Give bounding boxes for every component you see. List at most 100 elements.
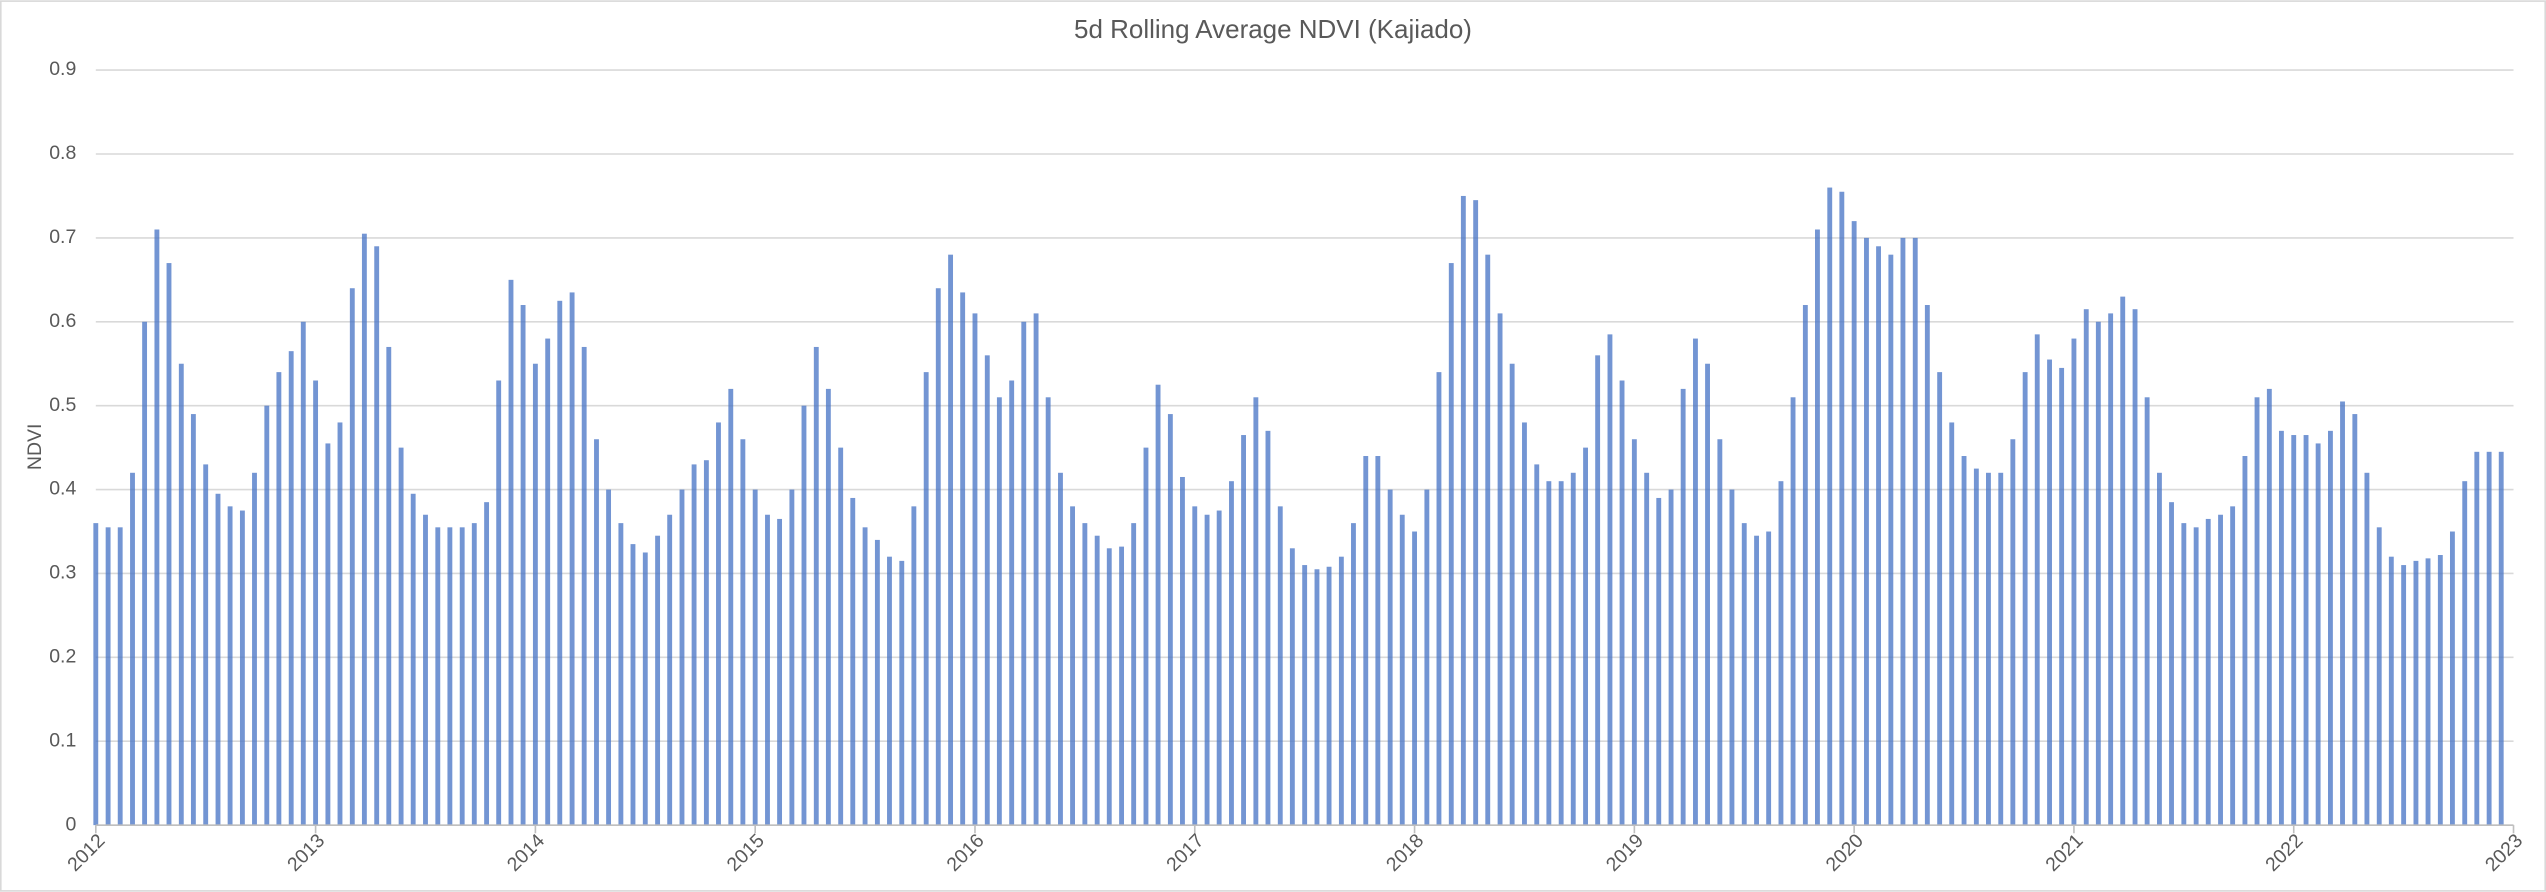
bar xyxy=(2193,527,2199,826)
chart-title: 5d Rolling Average NDVI (Kajiado) xyxy=(1074,14,1472,44)
bar xyxy=(1387,489,1393,826)
bar xyxy=(215,493,221,826)
bar xyxy=(1717,439,1723,826)
bar xyxy=(2315,443,2321,826)
bar xyxy=(2413,560,2419,826)
bar xyxy=(2437,555,2443,826)
bar xyxy=(581,346,587,826)
bar xyxy=(1766,531,1772,826)
bar xyxy=(2059,367,2065,826)
bar xyxy=(2303,435,2309,826)
y-tick-label: 0.1 xyxy=(49,729,76,751)
bar xyxy=(1155,384,1161,826)
bar xyxy=(2388,556,2394,826)
bar xyxy=(508,279,514,826)
bar xyxy=(2120,296,2126,826)
bar xyxy=(2022,372,2028,826)
bar xyxy=(313,380,319,826)
bar xyxy=(1192,506,1198,826)
bar xyxy=(655,535,661,826)
bar xyxy=(1436,372,1442,826)
bar xyxy=(2169,502,2174,826)
bar xyxy=(93,523,99,826)
bar xyxy=(765,514,770,826)
bar xyxy=(1253,397,1259,826)
bar xyxy=(264,405,270,826)
bar xyxy=(716,422,721,826)
bar xyxy=(1546,481,1552,826)
bar xyxy=(1937,372,1943,826)
bar xyxy=(960,292,966,826)
bar xyxy=(618,523,624,826)
bar xyxy=(2278,430,2284,826)
bar xyxy=(1021,321,1027,826)
bar xyxy=(130,472,135,826)
bar xyxy=(1058,472,1063,826)
bar xyxy=(2047,359,2052,826)
bar xyxy=(1644,472,1650,826)
bar xyxy=(1583,447,1588,826)
y-tick-label: 0.2 xyxy=(49,645,76,667)
bar xyxy=(1631,439,1637,826)
bar xyxy=(2498,451,2504,826)
bar xyxy=(1802,305,1808,826)
bar xyxy=(1961,456,1967,826)
bar xyxy=(1326,566,1332,826)
y-tick-label: 0 xyxy=(65,813,76,835)
bar xyxy=(1399,514,1405,826)
bar xyxy=(2352,414,2358,826)
bar xyxy=(386,346,392,826)
bar xyxy=(1570,472,1576,826)
bar xyxy=(935,288,941,826)
bar xyxy=(300,321,306,826)
bar xyxy=(777,518,783,826)
bar xyxy=(2328,430,2333,826)
bar xyxy=(862,527,868,826)
bar xyxy=(2010,439,2016,826)
bar xyxy=(1448,263,1454,826)
bar xyxy=(1485,254,1491,826)
bar xyxy=(2254,397,2260,826)
bar xyxy=(630,544,636,826)
bar xyxy=(1864,237,1869,826)
bar xyxy=(850,497,856,826)
bar xyxy=(2364,472,2370,826)
bar xyxy=(520,305,526,826)
bar xyxy=(813,346,819,826)
bar xyxy=(996,397,1002,826)
bar xyxy=(642,552,648,826)
bar xyxy=(435,527,441,826)
bar xyxy=(1973,468,1979,826)
y-tick-label: 0.8 xyxy=(49,142,76,164)
bar xyxy=(423,514,428,826)
bar xyxy=(789,489,795,826)
bar xyxy=(2401,565,2407,826)
bar xyxy=(2108,313,2114,826)
bar xyxy=(1693,338,1698,826)
bar xyxy=(105,527,111,826)
bar xyxy=(1412,531,1417,826)
bar xyxy=(1070,506,1075,826)
bar xyxy=(1460,195,1466,826)
bar xyxy=(1180,476,1185,826)
bar xyxy=(691,464,697,826)
bar xyxy=(1375,456,1381,826)
bar xyxy=(1241,435,1246,826)
bar xyxy=(2095,321,2101,826)
bar xyxy=(1265,430,1271,826)
bar xyxy=(1106,548,1112,826)
bar xyxy=(752,489,758,826)
bar xyxy=(1143,447,1149,826)
bar xyxy=(496,380,502,826)
bar xyxy=(1509,363,1515,826)
bar xyxy=(703,460,709,826)
bar xyxy=(1522,422,1527,826)
bar xyxy=(1839,191,1845,826)
bar xyxy=(190,414,196,826)
bar xyxy=(948,254,954,826)
bar xyxy=(1229,481,1234,826)
bar xyxy=(1338,556,1344,826)
bar xyxy=(2083,309,2089,826)
